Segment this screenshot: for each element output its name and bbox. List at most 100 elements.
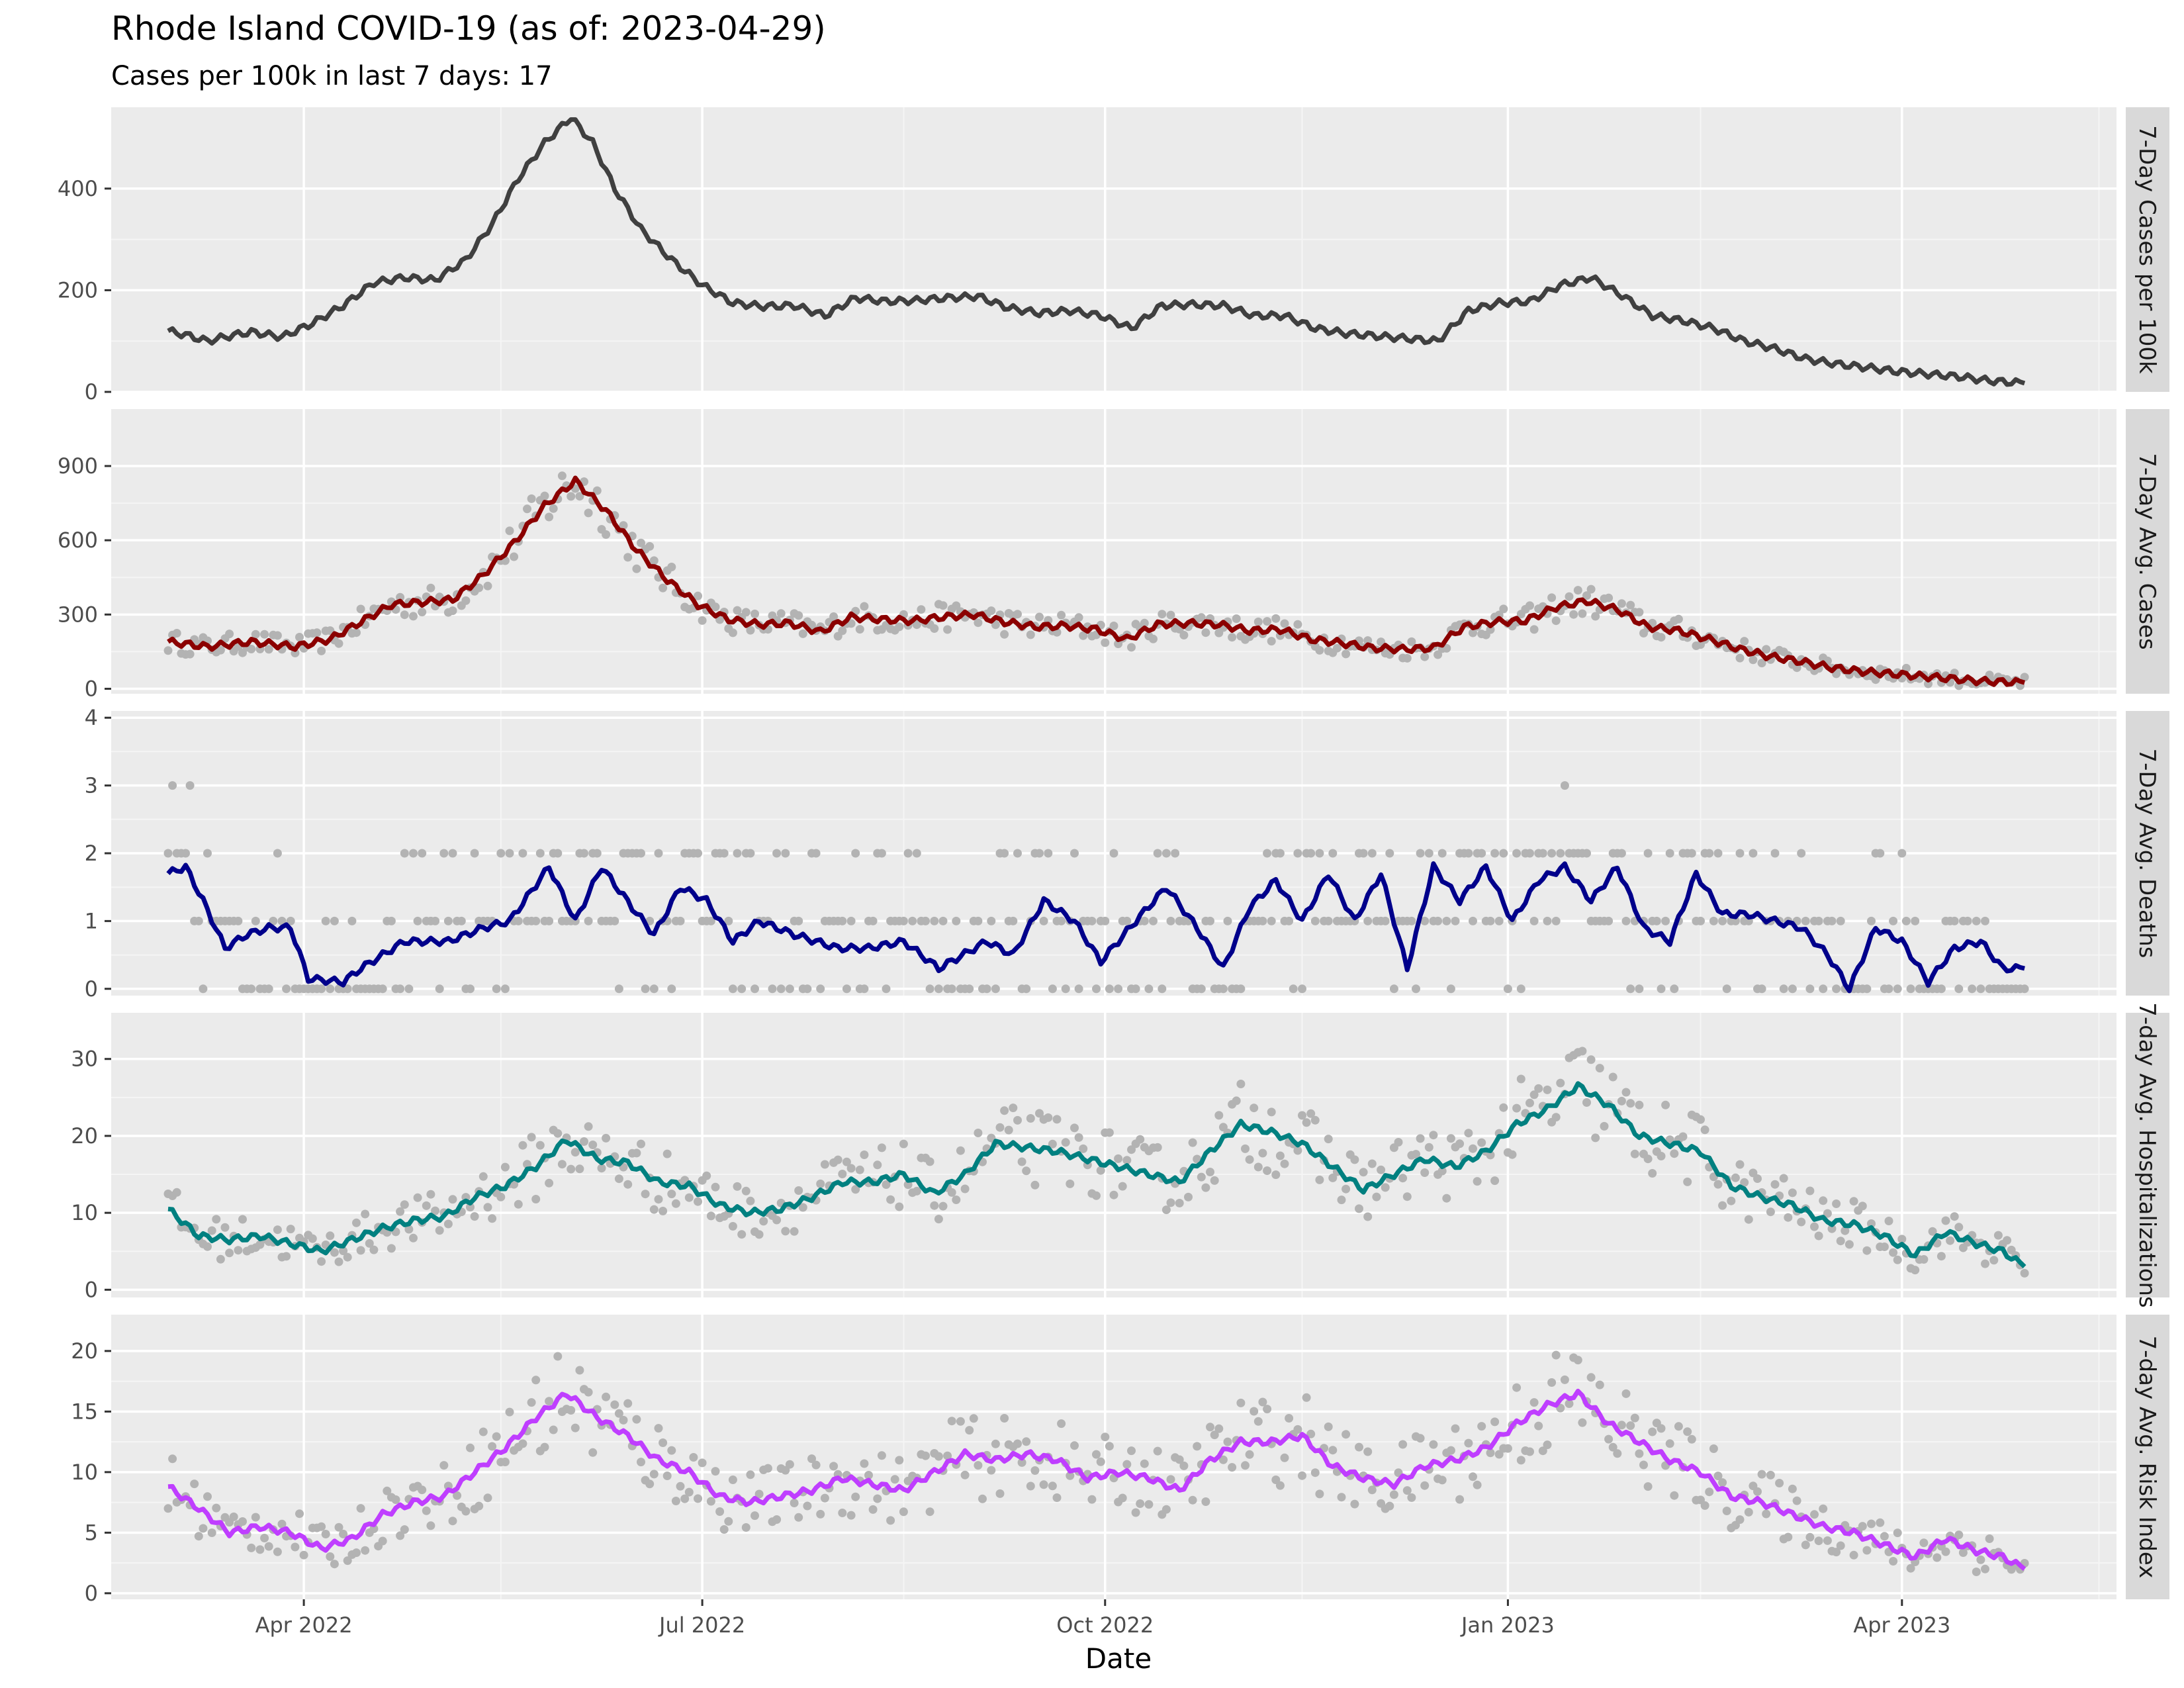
data-point bbox=[1924, 679, 1933, 688]
data-point bbox=[1705, 1487, 1714, 1497]
data-point bbox=[1556, 1078, 1565, 1088]
data-point bbox=[671, 1497, 680, 1505]
data-point bbox=[1236, 1080, 1246, 1088]
data-point bbox=[1911, 1266, 1920, 1275]
data-point bbox=[1954, 984, 1964, 994]
data-point bbox=[1455, 1495, 1465, 1504]
data-point bbox=[912, 849, 921, 858]
data-point bbox=[418, 1485, 427, 1495]
data-point bbox=[1109, 849, 1118, 858]
data-point bbox=[1271, 1170, 1281, 1180]
data-point bbox=[1193, 1154, 1202, 1164]
series-line bbox=[167, 1081, 2026, 1269]
data-point bbox=[746, 626, 755, 635]
data-point bbox=[404, 1225, 414, 1234]
data-point bbox=[1722, 1507, 1731, 1515]
data-point bbox=[404, 984, 414, 994]
data-point bbox=[567, 1406, 576, 1415]
data-point bbox=[737, 984, 747, 994]
data-point bbox=[1144, 1500, 1154, 1509]
data-point bbox=[1026, 630, 1035, 639]
data-point bbox=[339, 1529, 348, 1538]
data-point bbox=[733, 1182, 742, 1191]
data-point bbox=[1197, 1172, 1206, 1182]
data-point bbox=[1529, 1090, 1539, 1100]
data-point bbox=[1372, 1192, 1381, 1201]
data-point bbox=[952, 601, 961, 610]
data-point bbox=[1433, 916, 1443, 925]
data-point bbox=[619, 1415, 628, 1425]
data-point bbox=[1810, 1222, 1819, 1231]
data-point bbox=[282, 1252, 291, 1261]
data-point bbox=[1709, 916, 1718, 925]
data-point bbox=[637, 849, 645, 858]
data-point bbox=[974, 1129, 983, 1137]
data-point bbox=[1626, 984, 1635, 994]
data-point bbox=[864, 1471, 873, 1479]
data-point bbox=[619, 521, 628, 530]
data-point bbox=[1109, 622, 1118, 630]
data-point bbox=[654, 1195, 663, 1204]
data-point bbox=[995, 1123, 1005, 1132]
data-point bbox=[343, 1252, 352, 1262]
data-point bbox=[212, 1215, 221, 1224]
data-point bbox=[1079, 631, 1088, 640]
data-point bbox=[842, 984, 851, 994]
panel-background bbox=[111, 1013, 2116, 1297]
data-point bbox=[706, 1211, 715, 1221]
data-point bbox=[719, 849, 729, 858]
data-point bbox=[1823, 1536, 1832, 1545]
data-point bbox=[614, 984, 623, 994]
data-point bbox=[422, 1201, 431, 1210]
data-point bbox=[1359, 1168, 1368, 1177]
data-point bbox=[1674, 1422, 1683, 1431]
data-point bbox=[1469, 628, 1477, 637]
data-point bbox=[659, 583, 668, 592]
data-point bbox=[1670, 1491, 1679, 1500]
data-point bbox=[567, 492, 576, 501]
data-point bbox=[1936, 1252, 1946, 1261]
data-point bbox=[1836, 1541, 1845, 1550]
data-point bbox=[1285, 916, 1294, 925]
data-point bbox=[514, 916, 523, 925]
data-point bbox=[185, 649, 195, 659]
data-point bbox=[1263, 849, 1272, 858]
data-point bbox=[400, 610, 409, 620]
data-point bbox=[1494, 916, 1504, 925]
data-point bbox=[1819, 984, 1828, 994]
data-point bbox=[1657, 633, 1666, 642]
data-point bbox=[1805, 1186, 1815, 1196]
data-point bbox=[1595, 1064, 1604, 1073]
data-point bbox=[1232, 1096, 1241, 1105]
data-point bbox=[535, 1141, 545, 1150]
data-point bbox=[409, 1233, 418, 1243]
data-point bbox=[496, 849, 506, 858]
data-point bbox=[247, 645, 256, 653]
data-point bbox=[811, 849, 821, 858]
data-point bbox=[1127, 1446, 1136, 1456]
data-point bbox=[1324, 1135, 1333, 1144]
data-point bbox=[1643, 1482, 1653, 1491]
facet-strip bbox=[2126, 1315, 2169, 1599]
data-point bbox=[1061, 984, 1070, 994]
data-point bbox=[400, 1200, 409, 1209]
data-point bbox=[934, 1452, 943, 1461]
data-point bbox=[908, 916, 917, 925]
data-point bbox=[654, 849, 663, 858]
data-point bbox=[1792, 1496, 1801, 1505]
data-point bbox=[1858, 1201, 1867, 1211]
data-point bbox=[1683, 1177, 1692, 1186]
data-point bbox=[659, 1207, 668, 1215]
data-point bbox=[925, 1157, 934, 1166]
data-point bbox=[1052, 1493, 1062, 1502]
data-point bbox=[1087, 1495, 1097, 1504]
data-point bbox=[1608, 1442, 1617, 1452]
data-point bbox=[1862, 984, 1872, 994]
facet-strip bbox=[2126, 107, 2169, 392]
data-point bbox=[1022, 1166, 1031, 1176]
data-point bbox=[846, 1164, 856, 1173]
panel-2: 0 300 600 900 7-Day Avg. Cases bbox=[58, 409, 2169, 702]
data-point bbox=[523, 1160, 531, 1169]
data-point bbox=[1363, 636, 1373, 645]
data-point bbox=[1070, 1123, 1079, 1133]
